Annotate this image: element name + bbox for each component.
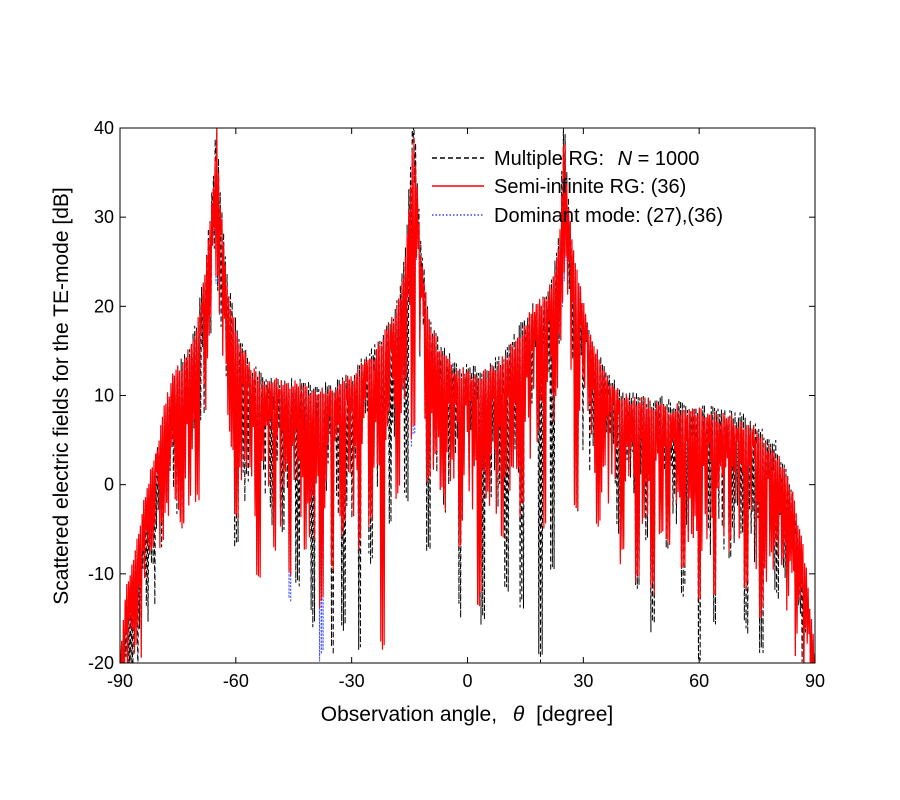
y-tick-label: 40 bbox=[94, 118, 114, 138]
legend-label-dominant-mode: Dominant mode: (27),(36) bbox=[494, 205, 723, 227]
legend-label-multiple-rg-suffix: = 1000 bbox=[638, 148, 700, 170]
x-tick-label: 0 bbox=[462, 671, 472, 691]
y-tick-label: 30 bbox=[94, 207, 114, 227]
x-tick-label: 60 bbox=[689, 671, 709, 691]
x-tick-label: -60 bbox=[223, 671, 249, 691]
legend-label-multiple-rg-name: Multiple RG: bbox=[494, 148, 604, 170]
y-tick-label: 10 bbox=[94, 386, 114, 406]
series-line-1 bbox=[120, 128, 815, 663]
x-axis-symbol: θ bbox=[513, 703, 525, 726]
y-tick-label: 20 bbox=[94, 296, 114, 316]
y-axis-title: Scattered electric fields for the TE-mod… bbox=[50, 187, 73, 604]
legend: Multiple RG: N = 1000 Semi-infinite RG: … bbox=[432, 148, 723, 227]
x-tick-label: -90 bbox=[107, 671, 133, 691]
tick-layer: -90 -60 -30 0 30 60 90 -20 -10 0 10 20 30 40 bbox=[88, 118, 825, 691]
x-axis-title: Observation angle, θ [degree] bbox=[321, 703, 613, 726]
x-tick-label: 30 bbox=[573, 671, 593, 691]
x-axis-unit: [degree] bbox=[536, 703, 613, 726]
legend-label-multiple-rg-n: N bbox=[618, 148, 633, 170]
x-tick-label: 90 bbox=[805, 671, 825, 691]
y-tick-label: -20 bbox=[88, 653, 114, 673]
legend-label-semi-infinite: Semi-infinite RG: (36) bbox=[494, 176, 686, 198]
y-tick-label: -10 bbox=[88, 564, 114, 584]
legend-label-multiple-rg: Multiple RG: N = 1000 bbox=[494, 148, 699, 170]
x-axis-label: Observation angle, bbox=[321, 703, 497, 726]
y-tick-label: 0 bbox=[104, 475, 114, 495]
x-tick-label: -30 bbox=[339, 671, 365, 691]
series-layer bbox=[120, 128, 815, 663]
